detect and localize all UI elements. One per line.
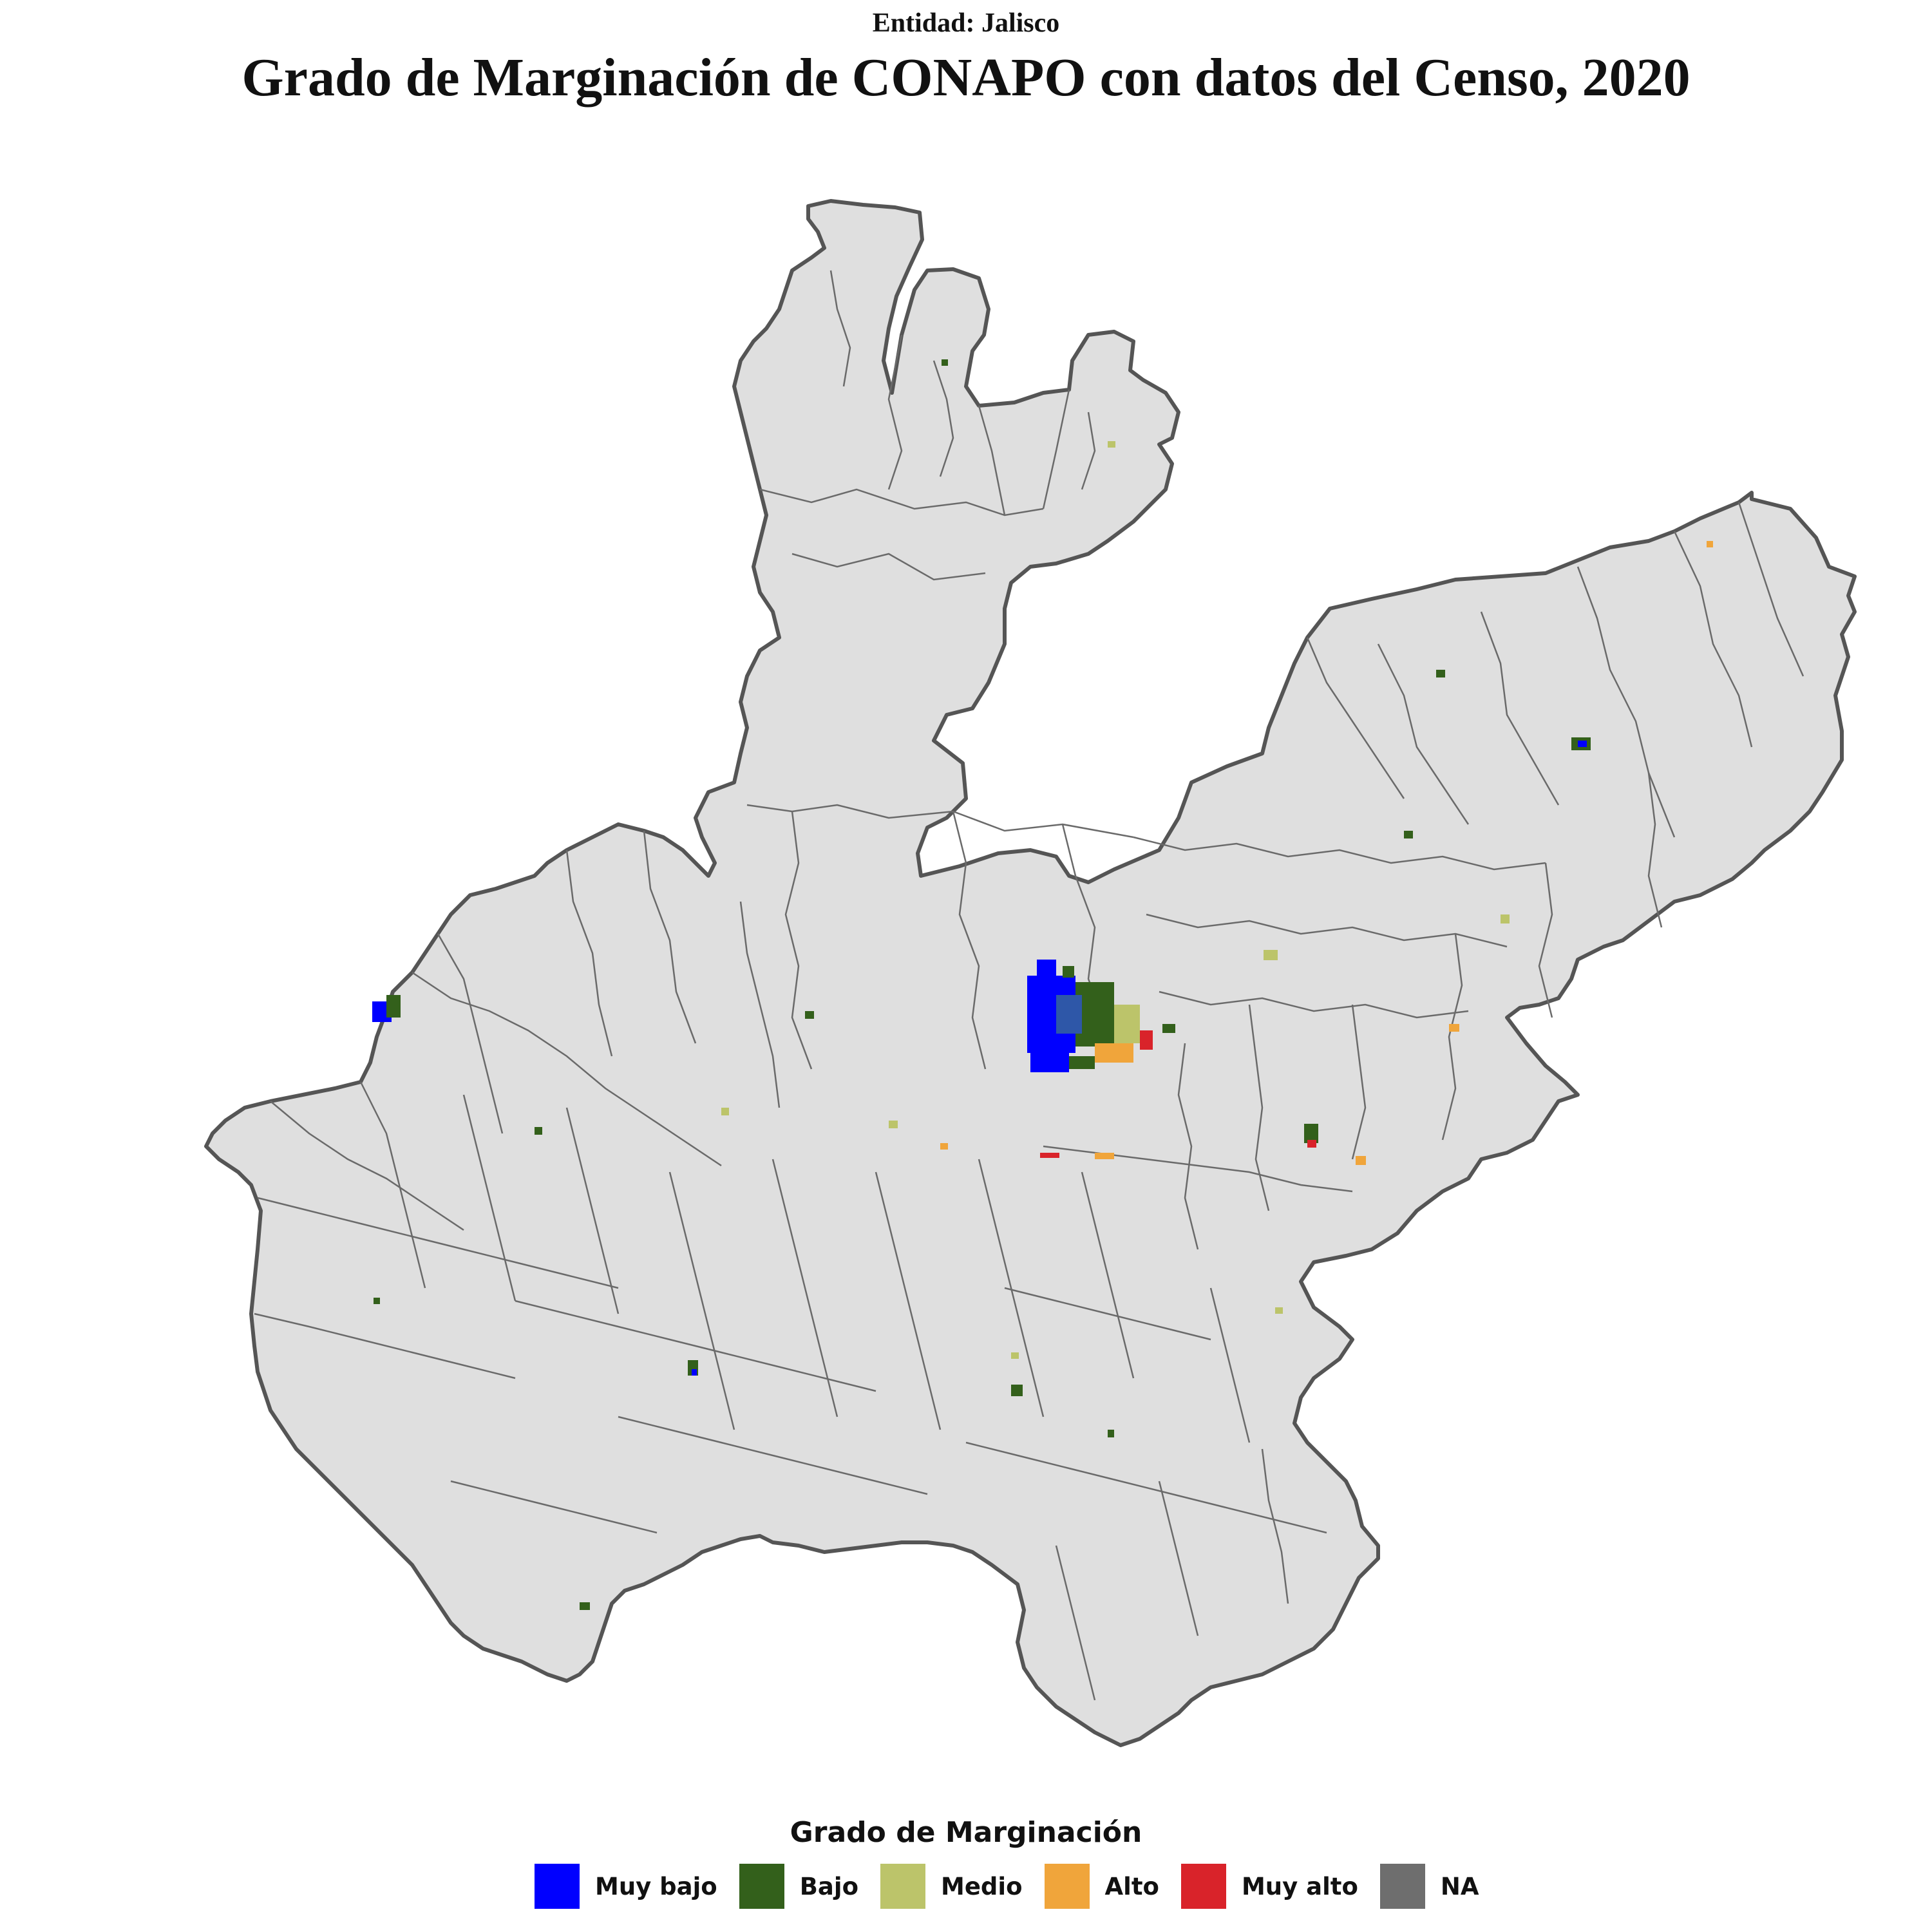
legend-label-muy-bajo: Muy bajo xyxy=(595,1872,717,1900)
legend-item-na: NA xyxy=(1379,1864,1479,1909)
legend-label-bajo: Bajo xyxy=(799,1872,858,1900)
map-title: Grado de Marginación de CONAPO con datos… xyxy=(242,48,1690,108)
legend-swatch-bajo xyxy=(739,1864,784,1909)
legend-label-medio: Medio xyxy=(941,1872,1023,1900)
legend-item-alto: Alto xyxy=(1044,1864,1159,1909)
legend-item-bajo: Bajo xyxy=(739,1864,858,1909)
legend-swatch-muy-alto xyxy=(1180,1864,1226,1909)
small-localities xyxy=(374,359,1713,1610)
legend-item-medio: Medio xyxy=(880,1864,1023,1909)
vallarta-urban-cluster xyxy=(372,995,401,1022)
legend-swatch-medio xyxy=(880,1864,925,1909)
legend-swatch-alto xyxy=(1044,1864,1090,1909)
map-subtitle: Entidad: Jalisco xyxy=(872,8,1060,38)
legend-label-alto: Alto xyxy=(1104,1872,1159,1900)
municipal-boundaries xyxy=(254,270,1804,1701)
legend-label-na: NA xyxy=(1440,1872,1479,1900)
legend-item-muy-alto: Muy alto xyxy=(1180,1864,1358,1909)
legend-swatch-muy-bajo xyxy=(535,1864,580,1909)
legend: Muy bajo Bajo Medio Alto Muy alto NA xyxy=(535,1863,1501,1909)
guadalajara-urban-cluster xyxy=(1027,960,1153,1072)
legend-label-muy-alto: Muy alto xyxy=(1241,1872,1358,1900)
state-outline xyxy=(204,199,1857,1747)
legend-item-muy-bajo: Muy bajo xyxy=(535,1864,717,1909)
legend-swatch-na xyxy=(1379,1864,1425,1909)
legend-title: Grado de Marginación xyxy=(790,1816,1142,1849)
